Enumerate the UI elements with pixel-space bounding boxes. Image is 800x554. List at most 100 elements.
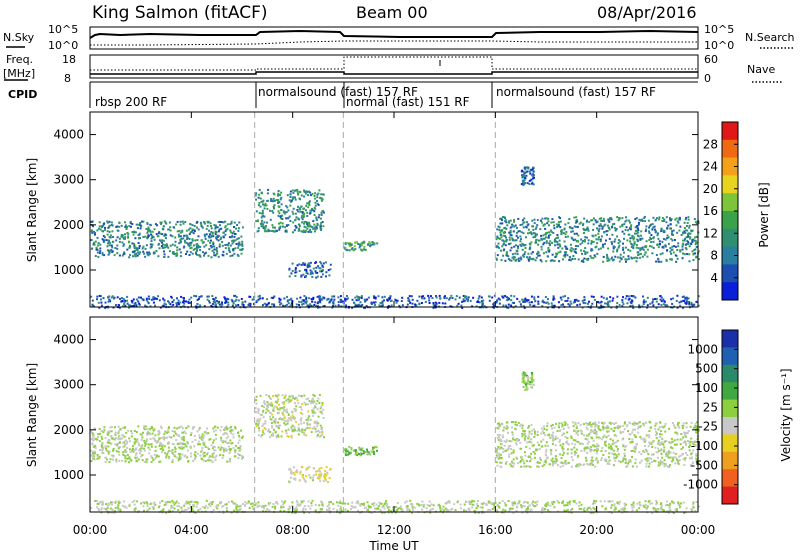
velocity-echo-point <box>312 467 315 470</box>
power-echo-point <box>320 275 323 278</box>
velocity-echo-point <box>186 441 189 444</box>
velocity-echo-point <box>547 444 549 447</box>
power-echo-point <box>259 205 262 208</box>
velocity-echo-point <box>676 424 679 426</box>
power-echo-point <box>259 223 262 225</box>
power-echo-point <box>263 207 266 210</box>
power-echo-point <box>216 250 219 253</box>
velocity-echo-point <box>546 424 549 427</box>
power-echo-point <box>608 237 611 240</box>
power-echo-point <box>309 273 312 276</box>
velocity-echo-point <box>664 422 667 425</box>
power-echo-point <box>496 299 499 302</box>
power-echo-point <box>107 253 110 256</box>
power-echo-point <box>155 250 158 252</box>
velocity-echo-point <box>306 403 309 406</box>
velocity-echo-point <box>283 397 286 399</box>
velocity-echo-point <box>135 440 137 443</box>
velocity-echo-point <box>204 454 206 457</box>
power-echo-point <box>495 301 498 304</box>
velocity-echo-point <box>225 426 228 429</box>
power-echo-point <box>300 301 303 304</box>
power-echo-point <box>133 230 135 233</box>
power-echo-point <box>367 296 370 299</box>
velocity-echo-point <box>498 424 501 427</box>
velocity-echo-point <box>170 436 173 439</box>
power-echo-point <box>176 246 179 249</box>
velocity-echo-point <box>291 414 294 417</box>
power-echo-point <box>580 238 583 241</box>
velocity-echo-point <box>608 463 611 466</box>
power-echo-point <box>178 242 181 245</box>
power-echo-point <box>146 251 149 254</box>
velocity-echo-point <box>669 456 672 459</box>
power-echo-point <box>529 243 532 246</box>
velocity-echo-point <box>531 429 534 432</box>
power-echo-point <box>501 239 504 242</box>
power-echo-point <box>599 240 602 243</box>
power-echo-point <box>182 305 185 308</box>
velocity-echo-point <box>559 439 562 442</box>
velocity-echo-point <box>130 430 133 433</box>
power-echo-point <box>639 247 642 250</box>
velocity-echo-point <box>94 427 97 430</box>
power-echo-point <box>240 235 243 238</box>
velocity-echo-point <box>106 441 109 444</box>
velocity-echo-point <box>194 439 197 442</box>
power-echo-point <box>224 247 227 250</box>
power-echo-point <box>674 254 677 257</box>
power-echo-point <box>319 301 322 304</box>
power-echo-point <box>138 244 141 247</box>
power-echo-point <box>196 247 198 250</box>
power-echo-point <box>188 298 191 301</box>
velocity-echo-point <box>544 434 547 437</box>
power-echo-point <box>587 242 590 245</box>
power-echo-point <box>314 301 317 304</box>
velocity-echo-point <box>117 425 120 428</box>
power-echo-point <box>532 228 535 231</box>
power-echo-point <box>118 306 121 309</box>
power-echo-point <box>685 248 688 251</box>
velocity-echo-region-3 <box>344 445 378 457</box>
velocity-echo-point <box>658 462 661 465</box>
velocity-echo-point <box>221 439 223 442</box>
power-echo-point <box>224 225 227 228</box>
power-echo-point <box>540 234 542 237</box>
power-echo-point <box>379 305 382 308</box>
velocity-echo-point <box>605 440 608 443</box>
velocity-echo-point <box>114 434 117 436</box>
power-echo-point <box>110 296 113 299</box>
power-echo-point <box>612 250 615 253</box>
power-echo-point <box>145 227 148 230</box>
power-echo-point <box>325 271 328 274</box>
power-echo-point <box>262 203 264 206</box>
power-echo-point <box>226 297 228 300</box>
power-echo-point <box>521 170 524 173</box>
velocity-echo-point <box>668 451 670 454</box>
power-echo-point <box>586 236 588 239</box>
power-echo-point <box>371 302 373 305</box>
power-echo-point <box>308 222 311 225</box>
power-echo-point <box>515 249 518 252</box>
power-echo-point <box>351 247 354 250</box>
velocity-echo-point <box>110 426 113 429</box>
power-echo-point <box>124 233 126 236</box>
velocity-echo-point <box>298 479 301 482</box>
power-echo-point <box>90 221 93 223</box>
power-echo-point <box>532 232 535 235</box>
velocity-echo-point <box>163 445 166 448</box>
power-echo-point <box>285 205 288 208</box>
power-echo-point <box>660 300 663 303</box>
power-echo-point <box>212 235 214 238</box>
power-echo-point <box>122 305 124 308</box>
power-echo-point <box>595 238 598 241</box>
velocity-echo-point <box>681 424 684 427</box>
power-echo-point <box>321 210 324 213</box>
power-echo-point <box>606 302 608 305</box>
velocity-echo-point <box>123 435 126 438</box>
power-echo-point <box>685 236 688 239</box>
power-echo-point <box>372 301 375 304</box>
power-echo-point <box>534 232 537 235</box>
power-echo-point <box>492 303 495 306</box>
velocity-echo-point <box>138 444 141 447</box>
